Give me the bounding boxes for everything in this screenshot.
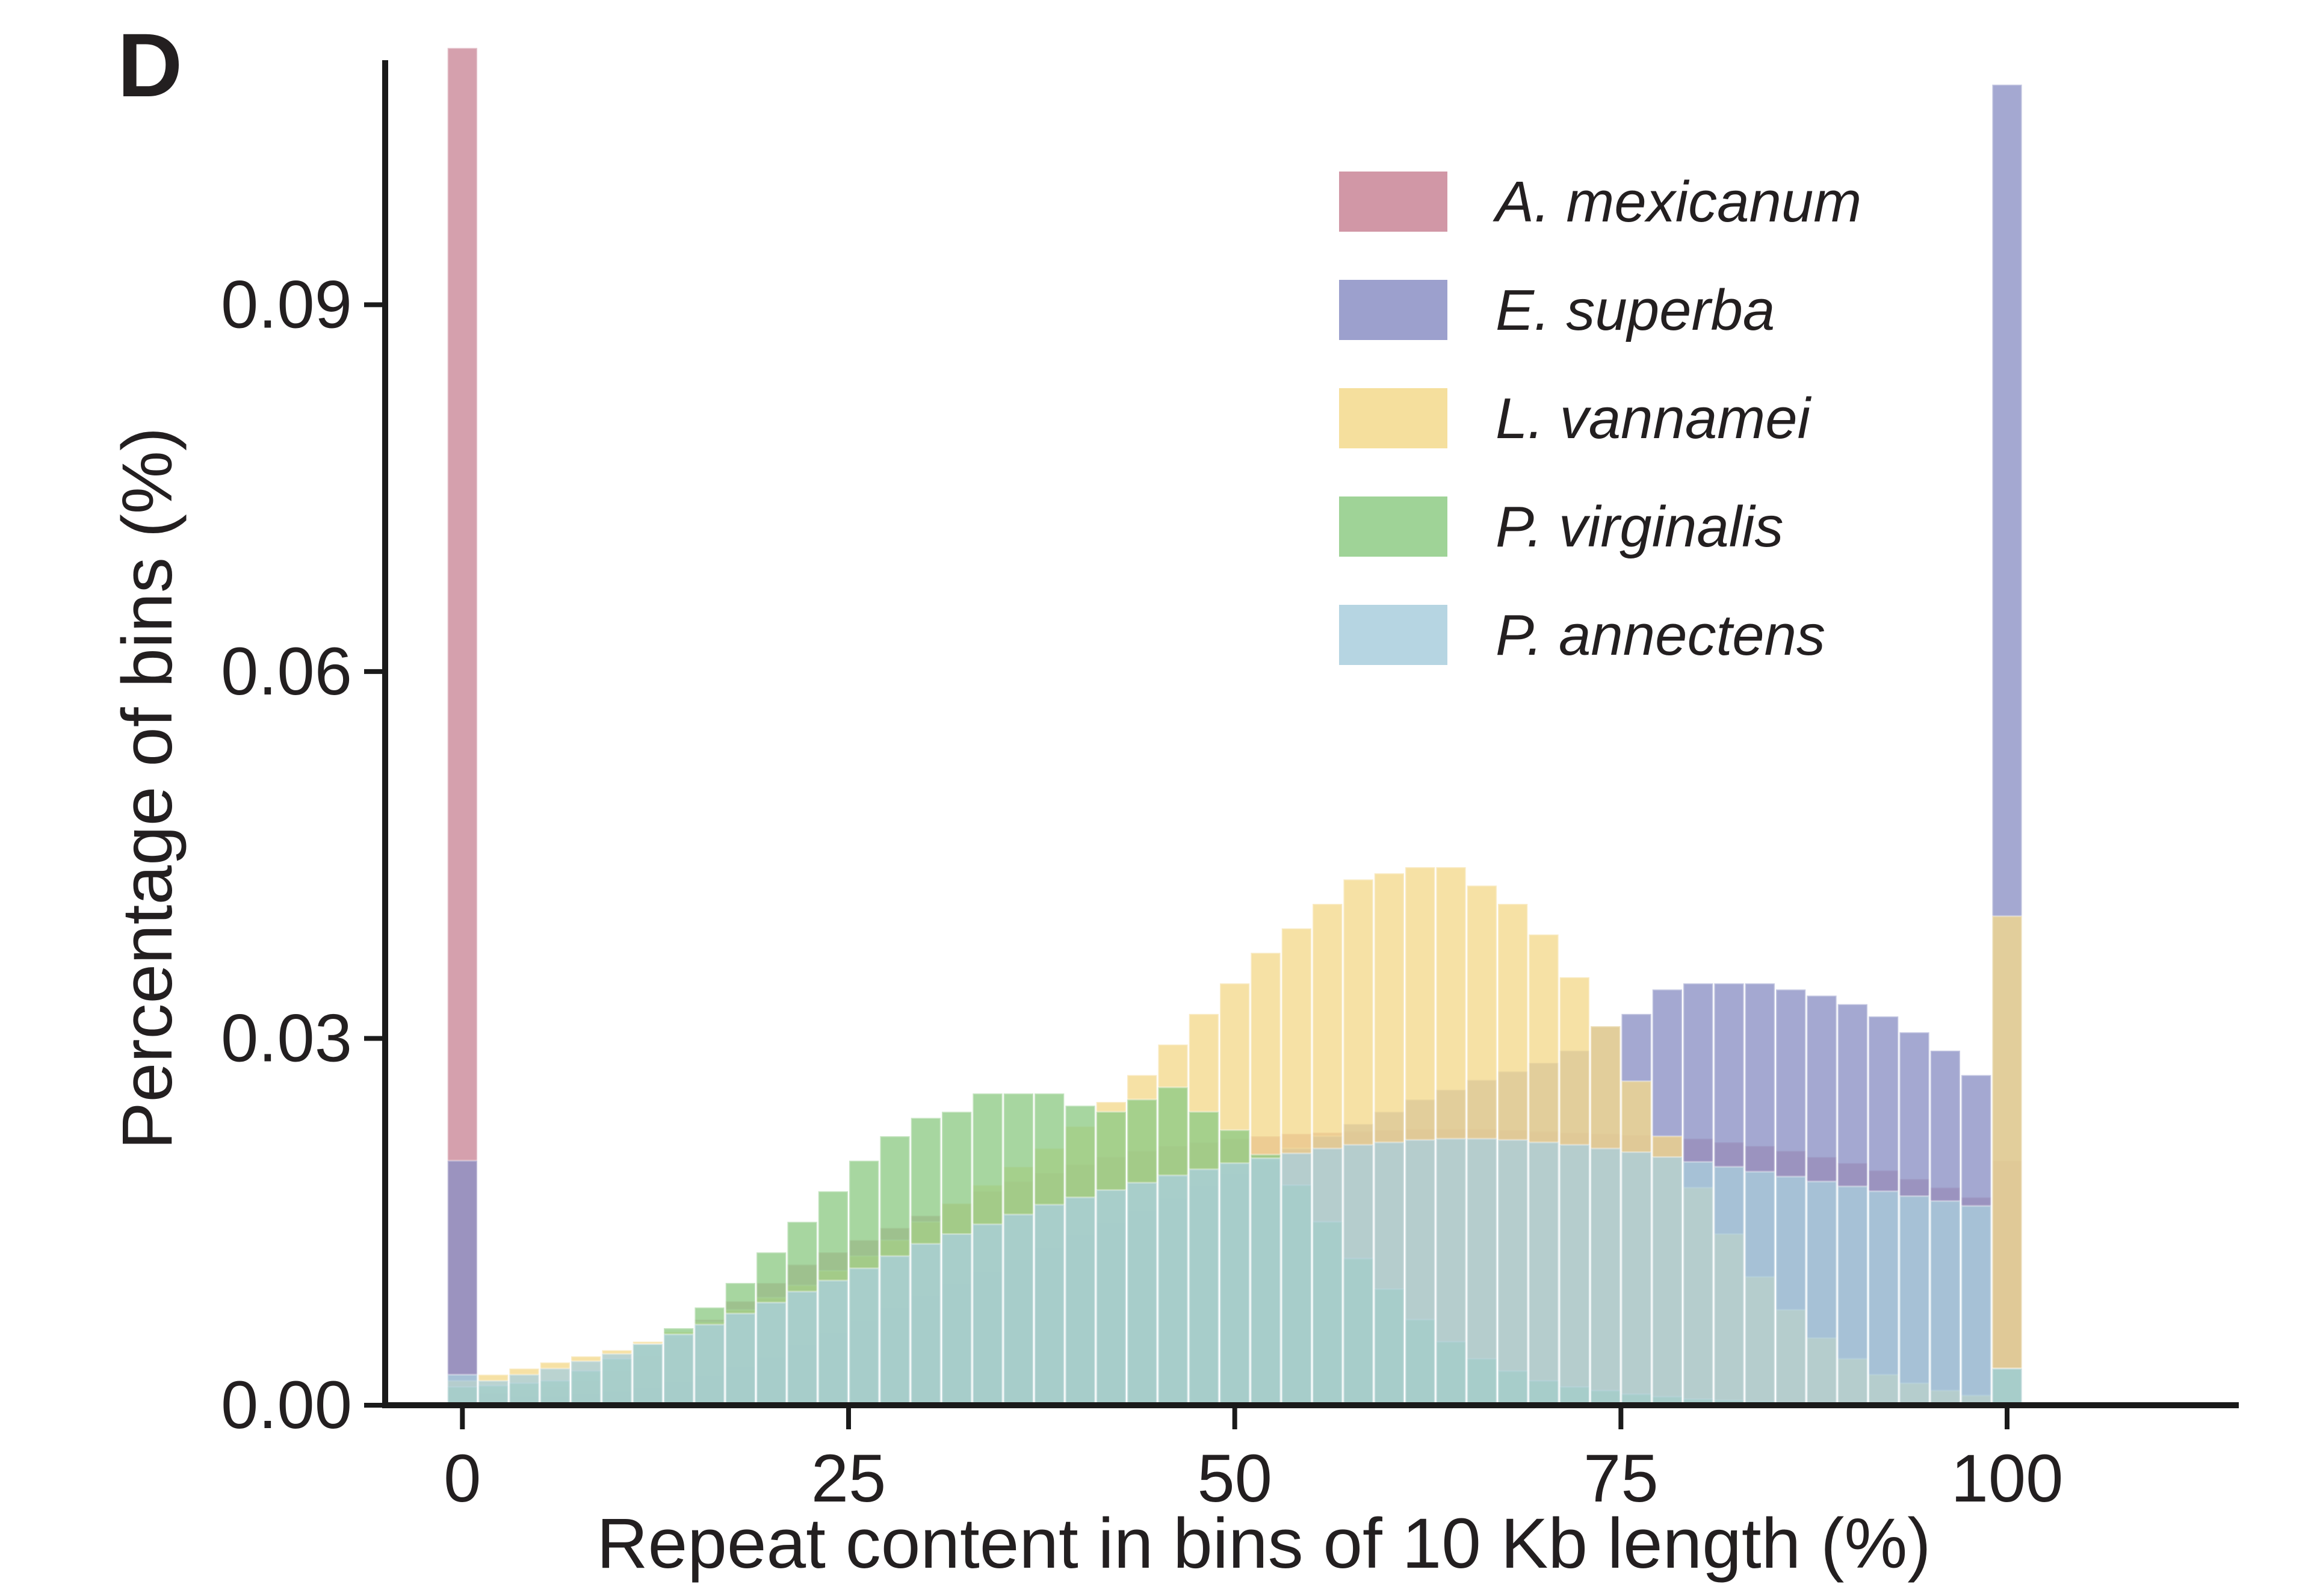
- bar-p-annectens-74: [1589, 1147, 1621, 1406]
- bar-p-annectens-66: [1466, 1137, 1498, 1406]
- x-tick-label: 25: [811, 1441, 886, 1516]
- legend-swatch-p-virginalis: [1339, 496, 1447, 557]
- bar-p-annectens-52: [1249, 1157, 1282, 1406]
- bar-p-annectens-48: [1188, 1168, 1220, 1406]
- legend: A. mexicanum E. superba L. vannamei P. virg…: [1339, 170, 1861, 667]
- bar-p-annectens-18: [725, 1313, 756, 1406]
- bar-p-annectens-60: [1373, 1141, 1405, 1406]
- bar-p-annectens-76: [1620, 1151, 1653, 1406]
- legend-label-a-mexicanum: A. mexicanum: [1493, 170, 1861, 234]
- bar-p-annectens-22: [786, 1290, 818, 1406]
- bar-p-annectens-26: [848, 1267, 880, 1406]
- bars-layer: [447, 47, 2023, 1406]
- y-axis-title: Percentage of bins (%): [108, 427, 187, 1149]
- x-tick-label: 75: [1583, 1441, 1659, 1516]
- bar-p-annectens-28: [879, 1255, 911, 1406]
- bar-p-annectens-80: [1682, 1161, 1714, 1406]
- bar-p-annectens-72: [1559, 1143, 1591, 1406]
- bar-p-annectens-94: [1898, 1195, 1931, 1406]
- bar-p-annectens-50: [1219, 1162, 1251, 1406]
- bar-p-annectens-44: [1126, 1181, 1158, 1406]
- y-tick-label: 0.00: [221, 1367, 352, 1443]
- bar-p-annectens-8: [570, 1360, 602, 1406]
- bar-p-annectens-24: [817, 1279, 849, 1406]
- bar-p-annectens-96: [1929, 1200, 1961, 1406]
- bar-p-annectens-34: [971, 1223, 1004, 1406]
- bar-p-annectens-56: [1311, 1147, 1343, 1406]
- y-tick-label: 0.03: [221, 1000, 352, 1075]
- legend-label-p-annectens: P. annectens: [1496, 603, 1825, 667]
- bar-p-annectens-10: [601, 1353, 633, 1406]
- bar-p-annectens-38: [1033, 1204, 1065, 1406]
- bar-p-annectens-86: [1775, 1175, 1807, 1406]
- bar-p-annectens-84: [1744, 1171, 1776, 1406]
- legend-label-l-vannamei: L. vannamei: [1496, 386, 1812, 451]
- bar-p-annectens-36: [1003, 1213, 1035, 1406]
- bar-p-annectens-12: [632, 1343, 664, 1406]
- bar-p-annectens-64: [1435, 1137, 1467, 1406]
- bar-p-annectens-40: [1064, 1196, 1097, 1406]
- legend-swatch-p-annectens: [1339, 605, 1447, 665]
- bar-p-annectens-30: [910, 1243, 942, 1406]
- bar-p-annectens-100: [1991, 1367, 2023, 1406]
- legend-swatch-e-superba: [1339, 280, 1447, 340]
- bar-p-annectens-70: [1527, 1141, 1560, 1406]
- y-axis-ticks: 0.00 0.03 0.06 0.09: [221, 267, 385, 1443]
- bar-p-annectens-0: [447, 1373, 478, 1406]
- x-axis-title: Repeat content in bins of 10 Kb length (…: [596, 1504, 1931, 1583]
- bar-p-annectens-2: [477, 1379, 509, 1406]
- legend-label-p-virginalis: P. virginalis: [1496, 495, 1783, 559]
- bar-p-annectens-16: [693, 1323, 726, 1406]
- y-tick-label: 0.06: [221, 634, 352, 709]
- bar-p-annectens-88: [1805, 1180, 1838, 1406]
- bar-p-annectens-68: [1497, 1139, 1529, 1406]
- bar-p-annectens-4: [508, 1373, 540, 1406]
- bar-p-annectens-98: [1960, 1205, 1992, 1406]
- bar-p-annectens-42: [1095, 1189, 1127, 1406]
- legend-swatch-l-vannamei: [1339, 388, 1447, 448]
- bar-p-annectens-78: [1651, 1156, 1683, 1406]
- bar-p-annectens-54: [1281, 1152, 1313, 1406]
- bar-l-vannamei-100: [1991, 915, 2023, 1406]
- bar-p-annectens-20: [755, 1301, 787, 1406]
- x-tick-label: 100: [1951, 1441, 2064, 1516]
- bar-p-annectens-58: [1342, 1143, 1375, 1406]
- bar-p-annectens-32: [941, 1233, 973, 1406]
- bar-p-annectens-90: [1837, 1185, 1869, 1406]
- bar-p-annectens-92: [1867, 1190, 1899, 1406]
- bar-p-annectens-14: [663, 1333, 695, 1406]
- bar-p-annectens-62: [1404, 1139, 1436, 1406]
- bar-e-superba-0: [447, 1160, 478, 1406]
- panel-label: D: [117, 14, 182, 116]
- x-tick-label: 50: [1197, 1441, 1272, 1516]
- legend-label-e-superba: E. superba: [1496, 278, 1775, 342]
- bar-p-annectens-82: [1713, 1166, 1745, 1406]
- bar-p-annectens-6: [539, 1367, 571, 1406]
- x-tick-label: 0: [444, 1441, 481, 1516]
- legend-swatch-a-mexicanum: [1339, 172, 1447, 232]
- y-tick-label: 0.09: [221, 267, 352, 342]
- bar-p-annectens-46: [1157, 1174, 1189, 1406]
- x-axis-ticks: 0 25 50 75 100: [444, 1405, 2063, 1516]
